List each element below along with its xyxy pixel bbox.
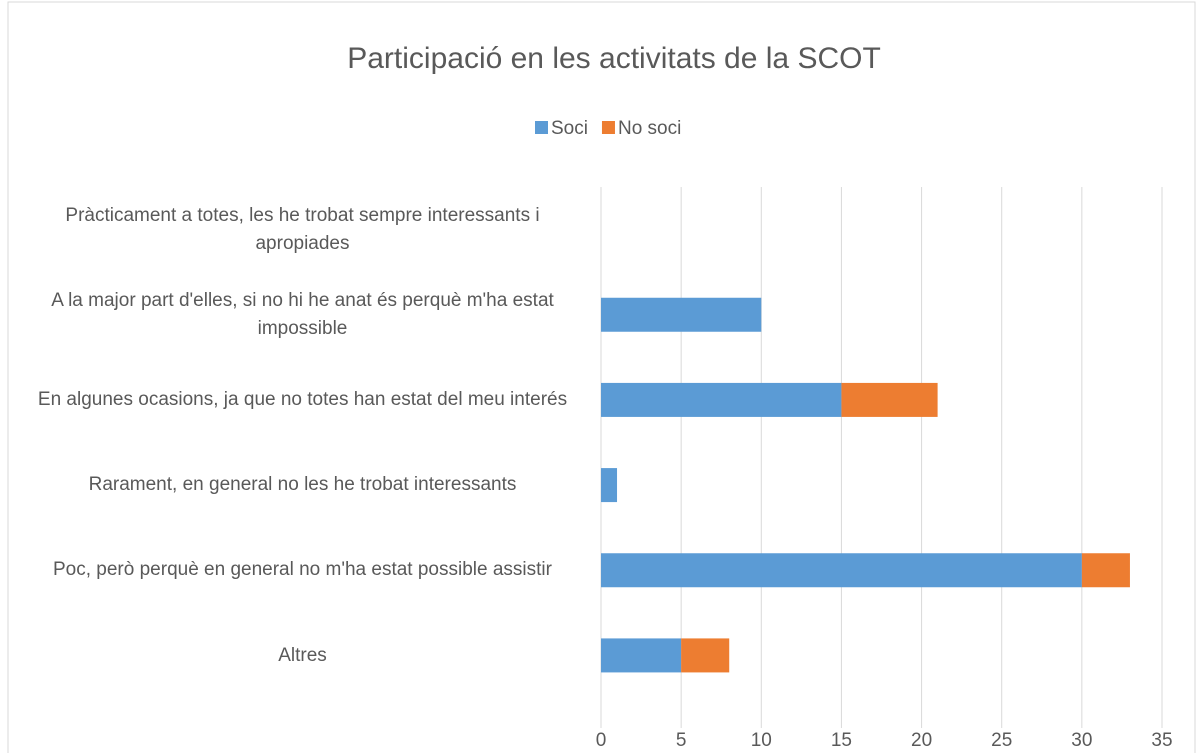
legend-label: No soci — [618, 118, 681, 139]
x-tick-label: 30 — [1071, 730, 1092, 751]
legend-label: Soci — [551, 118, 588, 139]
x-tick-label: 35 — [1151, 730, 1172, 751]
y-tick-label: Altres — [278, 644, 327, 666]
bar — [1081, 553, 1130, 588]
category-label-box: Poc, però perquè en general no m'ha esta… — [53, 559, 552, 581]
legend-swatch — [601, 121, 615, 134]
x-tick-label: 0 — [596, 730, 607, 751]
chart-title: Participació en les activitats de la SCO… — [347, 42, 881, 75]
bar — [601, 382, 842, 417]
bar — [681, 638, 730, 673]
y-tick-label: Pràcticament a totes, les he trobat semp… — [65, 205, 540, 254]
bar — [841, 382, 938, 417]
y-tick-label: En algunes ocasions, ja que no totes han… — [37, 389, 568, 411]
x-tick-label: 25 — [991, 730, 1012, 751]
legend-swatch — [535, 121, 548, 134]
bar — [601, 553, 1082, 588]
x-tick-label: 15 — [831, 730, 852, 751]
y-tick-label: Poc, però perquè en general no m'ha esta… — [53, 559, 552, 581]
bar — [601, 468, 618, 503]
y-tick-label: A la major part d'elles, si no hi he ana… — [51, 290, 554, 339]
x-tick-label: 20 — [911, 730, 932, 751]
category-label-box: Rarament, en general no les he trobat in… — [88, 474, 517, 496]
category-label-box: En algunes ocasions, ja que no totes han… — [37, 389, 568, 411]
bar — [601, 638, 682, 673]
y-tick-label: Rarament, en general no les he trobat in… — [88, 474, 517, 496]
category-label-box: Altres — [278, 644, 327, 666]
x-tick-label: 5 — [676, 730, 687, 751]
bar — [601, 297, 762, 332]
category-label-box: A la major part d'elles, si no hi he ana… — [51, 290, 554, 339]
category-label-box: Pràcticament a totes, les he trobat semp… — [65, 205, 540, 254]
x-tick-label: 10 — [751, 730, 772, 751]
